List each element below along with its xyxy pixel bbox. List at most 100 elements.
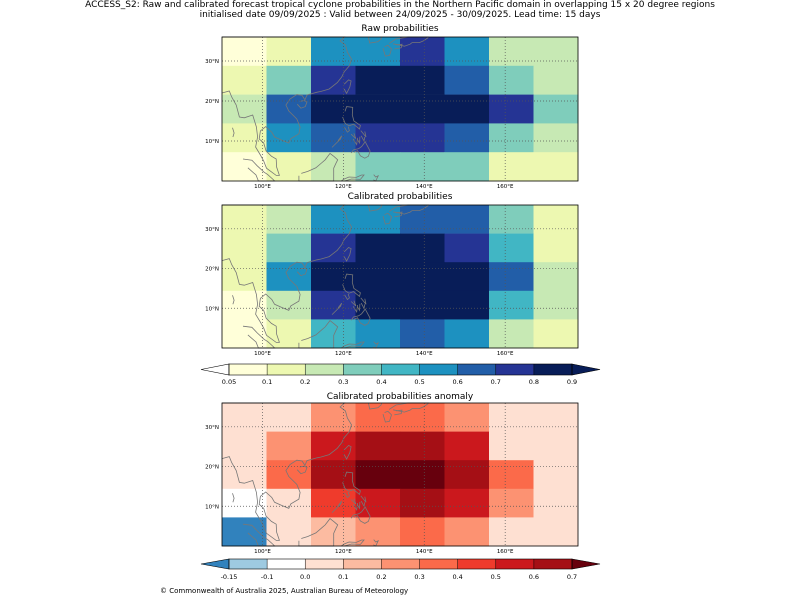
heatmap-cell: [533, 517, 579, 547]
heatmap-cell: [222, 205, 267, 234]
heatmap-cell: [489, 123, 534, 153]
heatmap-cell: [266, 290, 312, 320]
y-tick-label: 20°N: [205, 465, 219, 471]
colorbar-tick-label: 0.05: [222, 378, 236, 386]
heatmap-cell: [489, 233, 534, 263]
heatmap-cell: [400, 94, 445, 124]
heatmap-cell: [444, 152, 490, 182]
heatmap-cell: [355, 123, 401, 153]
heatmap-cell: [400, 460, 445, 490]
y-tick-label: 30°N: [205, 425, 219, 431]
heatmap-cell: [222, 65, 267, 95]
heatmap-cell: [400, 37, 445, 67]
heatmap-cell: [489, 37, 534, 67]
y-tick-label: 20°N: [205, 267, 219, 273]
heatmap-cell: [400, 123, 445, 153]
heatmap-cell: [489, 65, 534, 95]
colorbar-extend-max: [571, 363, 601, 376]
colorbar-tick-label: 0.7: [567, 573, 577, 581]
heatmap-cell: [400, 319, 445, 349]
heatmap-cell: [533, 319, 579, 349]
x-tick-label: 140°E: [416, 549, 433, 555]
coastline: [221, 36, 352, 176]
figure-title-line-1: ACCESS_S2: Raw and calibrated forecast t…: [85, 0, 715, 10]
heatmap-cell: [222, 460, 267, 490]
colorbar-segment: [495, 559, 535, 569]
heatmap-cell: [400, 431, 445, 461]
heatmap-cell: [355, 488, 401, 518]
heatmap-cell: [311, 290, 356, 320]
heatmap-cell: [533, 460, 579, 490]
coastline: [350, 498, 357, 505]
heatmap-cell: [489, 290, 534, 320]
heatmap-cell: [533, 262, 579, 292]
colorbar-tick-label: 0.7: [491, 378, 501, 386]
coastline: [341, 341, 365, 349]
heatmap-cell: [533, 488, 579, 518]
coastline: [331, 135, 343, 148]
heatmap-cell: [222, 488, 267, 518]
heatmap-cell: [355, 431, 401, 461]
colorbar-segment: [419, 559, 458, 569]
colorbar-segment: [267, 559, 306, 569]
y-tick-label: 10°N: [205, 306, 219, 312]
colorbar-segment: [229, 559, 268, 569]
heatmap-cell: [489, 460, 534, 490]
colorbar-tick-label: 0.8: [529, 378, 539, 386]
colorbar-tick-label: 0.1: [338, 573, 348, 581]
colorbar-extend-min: [200, 363, 230, 376]
heatmap-cell: [400, 65, 445, 95]
coastline: [356, 136, 361, 145]
x-tick-label: 100°E: [254, 351, 271, 357]
heatmap-cell: [533, 37, 579, 67]
heatmap-cell: [444, 94, 490, 124]
heatmap-cell: [489, 94, 534, 124]
heatmap-cell: [222, 123, 267, 153]
colorbar-segment: [533, 559, 573, 569]
heatmap-cell: [266, 517, 312, 547]
colorbar-segment: [305, 559, 344, 569]
coastline: [388, 36, 429, 47]
colorbar-tick-label: 0.4: [376, 378, 386, 386]
heatmap-cell: [222, 152, 267, 182]
heatmap-cell: [444, 233, 490, 263]
coastline: [343, 247, 352, 262]
heatmap-cell: [266, 233, 312, 263]
heatmap-cell: [533, 152, 579, 182]
coastline: [331, 500, 343, 513]
heatmap-cell: [266, 262, 312, 292]
heatmap-cell: [311, 94, 356, 124]
heatmap-cell: [355, 94, 401, 124]
heatmap-cell: [533, 65, 579, 95]
coastline: [350, 141, 371, 159]
x-tick-label: 100°E: [254, 549, 271, 555]
heatmap-cell: [533, 123, 579, 153]
heatmap-cell: [266, 460, 312, 490]
heatmap-cell: [400, 517, 445, 547]
coastline: [356, 303, 361, 312]
colorbar-segment: [381, 364, 420, 375]
colorbar-segment: [419, 364, 458, 375]
coastline: [242, 158, 276, 182]
coastline: [360, 495, 367, 503]
heatmap-cell: [533, 233, 579, 263]
y-tick-label: 30°N: [205, 59, 219, 65]
heatmap-cell: [266, 123, 312, 153]
coastline: [382, 410, 392, 423]
y-tick-label: 10°N: [205, 504, 219, 510]
colorbar-tick-label: -0.1: [261, 573, 274, 581]
heatmap-cell: [311, 37, 356, 67]
heatmap-cell: [444, 431, 490, 461]
colorbar-segment: [229, 364, 268, 375]
heatmap-cell: [533, 431, 579, 461]
coastline: [342, 471, 361, 496]
coastline: [232, 493, 235, 503]
coastline: [388, 402, 429, 413]
coastline: [343, 445, 352, 460]
heatmap-cell: [489, 431, 534, 461]
heatmap-cell: [444, 262, 490, 292]
map-frame: [221, 36, 579, 182]
colorbar-tick-label: 0.9: [567, 378, 577, 386]
heatmap-cell: [266, 94, 312, 124]
colorbar-extend-max: [571, 558, 601, 570]
